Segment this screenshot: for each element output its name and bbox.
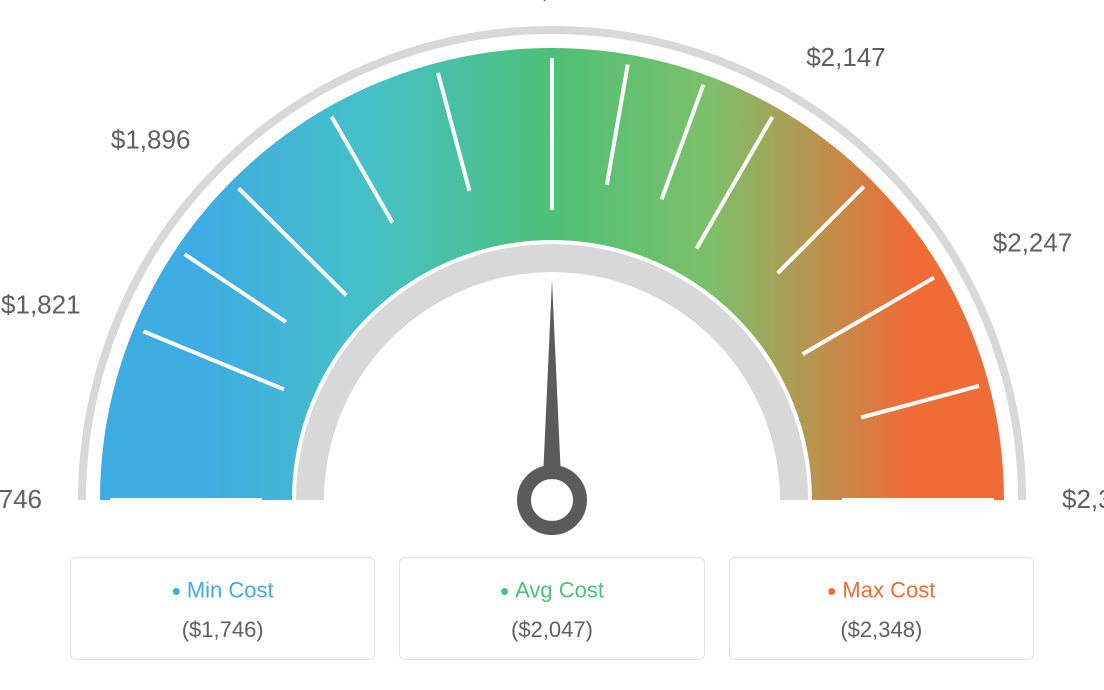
gauge-tick-label: $2,247 — [993, 227, 1073, 257]
bullet-icon: • — [500, 576, 509, 606]
legend-card-avg: •Avg Cost ($2,047) — [399, 557, 704, 660]
legend-row: •Min Cost($1,746)•Avg Cost($2,047)•Max C… — [70, 557, 1034, 660]
gauge-hub — [524, 472, 580, 528]
gauge-chart: $1,746 $1,821 $1,896 $2,047 $2,147 $2,247 $2,3… — [0, 0, 1104, 560]
gauge-tick-label: $1,821 — [1, 289, 81, 319]
legend-value-avg: ($2,047) — [410, 617, 693, 643]
gauge-tick-label: $2,348 — [1062, 484, 1104, 514]
legend-value-max: ($2,348) — [740, 617, 1023, 643]
legend-title-text: Avg Cost — [515, 577, 604, 602]
bullet-icon: • — [172, 576, 181, 606]
legend-card-min: •Min Cost ($1,746) — [70, 557, 375, 660]
legend-card-max: •Max Cost ($2,348) — [729, 557, 1034, 660]
gauge-svg: $1,746 $1,821 $1,896 $2,047 $2,147 $2,247 $2,3… — [0, 0, 1104, 560]
legend-title-text: Min Cost — [187, 577, 274, 602]
legend-title-min: •Min Cost — [81, 576, 364, 607]
cost-gauge-widget: $1,746 $1,821 $1,896 $2,047 $2,147 $2,247 $2,3… — [0, 0, 1104, 690]
legend-title-text: Max Cost — [842, 577, 935, 602]
gauge-tick-label: $1,746 — [0, 484, 42, 514]
gauge-tick-label: $2,147 — [806, 42, 886, 72]
bullet-icon: • — [827, 576, 836, 606]
legend-value-min: ($1,746) — [81, 617, 364, 643]
gauge-tick-label: $1,896 — [111, 124, 191, 154]
legend-title-avg: •Avg Cost — [410, 576, 693, 607]
legend-title-max: •Max Cost — [740, 576, 1023, 607]
gauge-tick-label: $2,047 — [512, 0, 592, 4]
